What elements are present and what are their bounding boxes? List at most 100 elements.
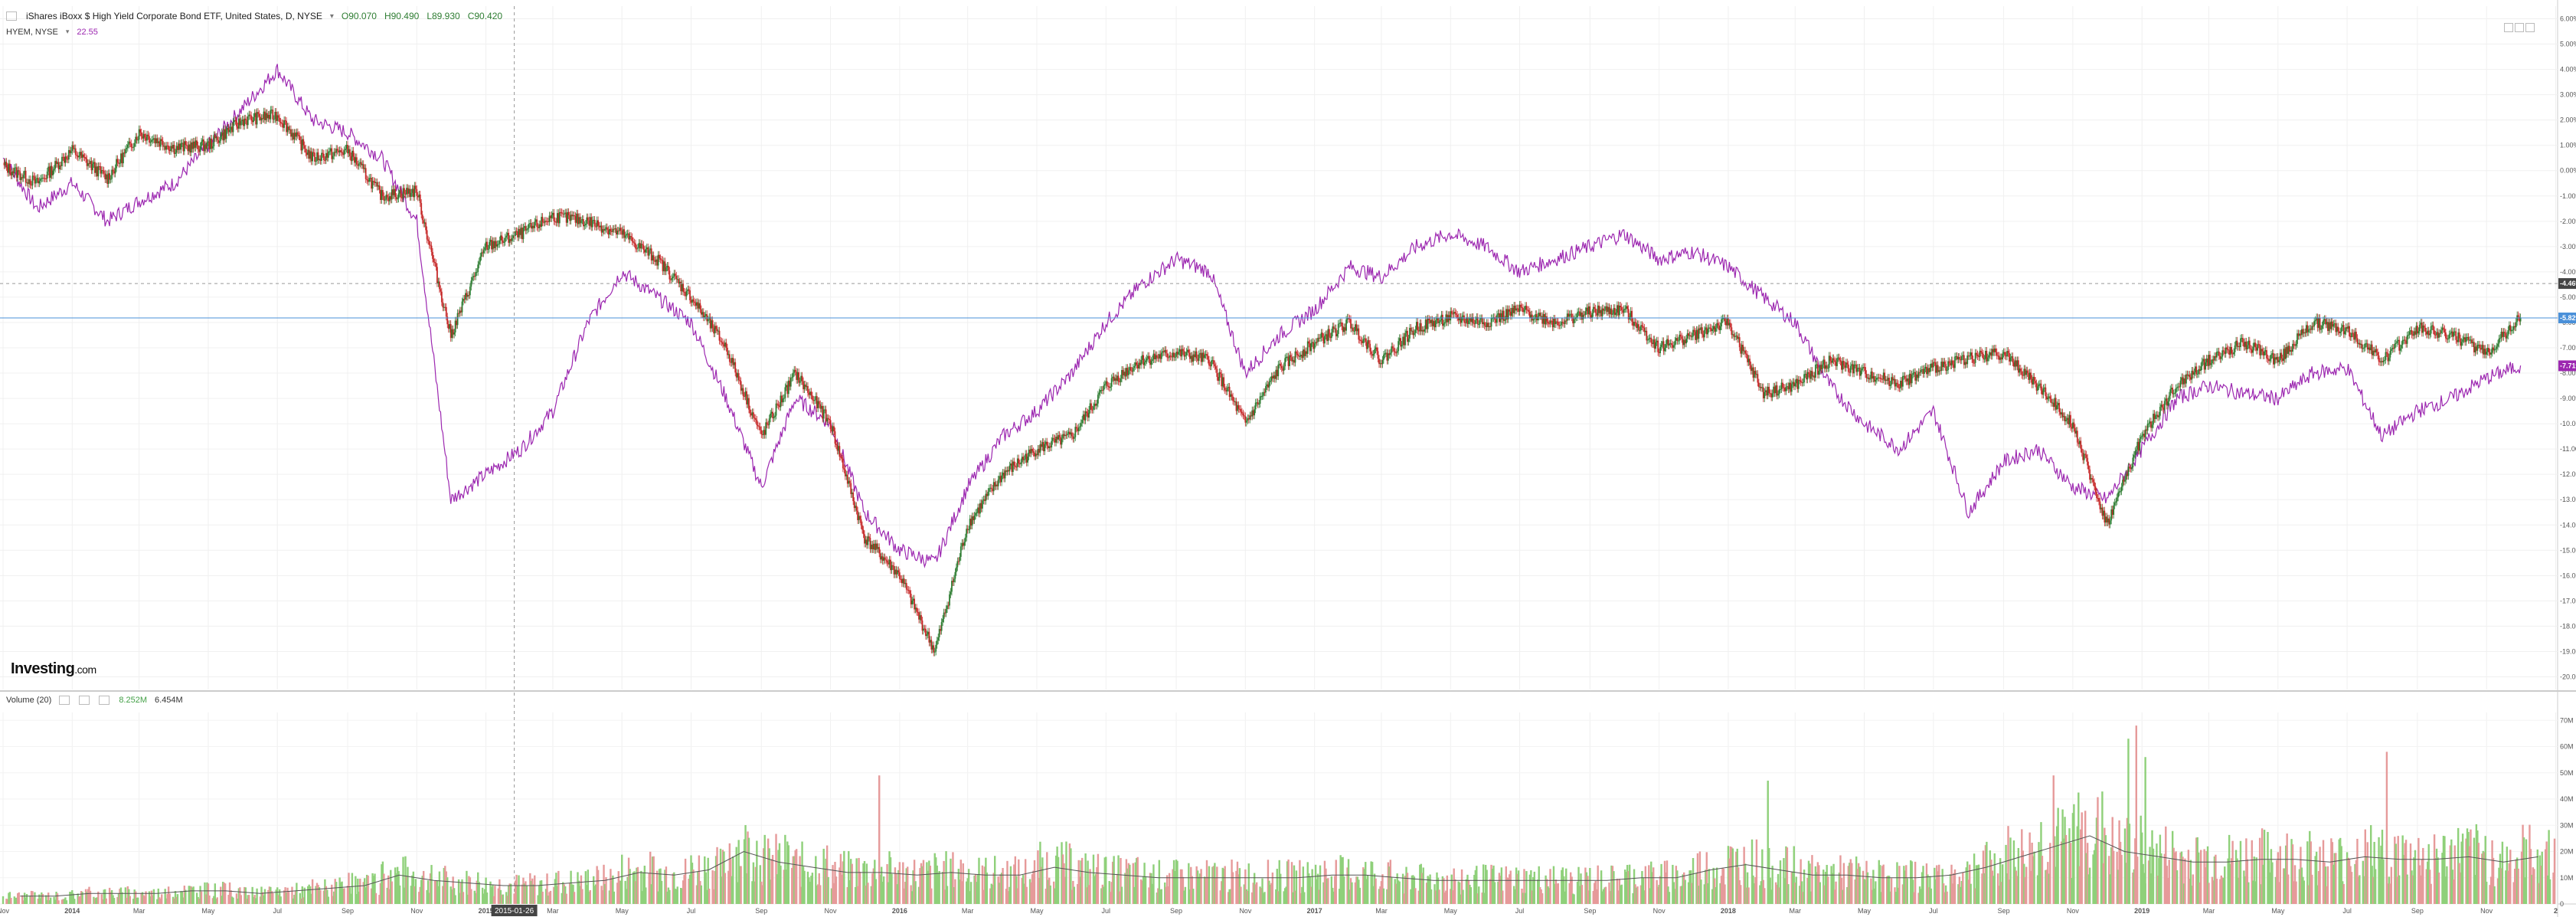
volume-bar xyxy=(418,892,420,904)
candle-body xyxy=(2306,325,2309,332)
candle-body xyxy=(571,215,573,217)
volume-bar xyxy=(398,885,401,904)
candle-body xyxy=(1551,320,1552,322)
candle-body xyxy=(1087,412,1089,418)
candle-body xyxy=(2047,398,2049,400)
candle-body xyxy=(332,156,334,159)
x-tick-label: May xyxy=(1858,907,1872,915)
candle-body xyxy=(230,126,232,130)
candle-body xyxy=(1769,393,1771,395)
candle-body xyxy=(180,143,182,150)
candle-body xyxy=(1662,341,1663,345)
candle-body xyxy=(1572,317,1574,324)
candle-body xyxy=(1093,406,1094,410)
candle-body xyxy=(2146,429,2148,431)
candle-body xyxy=(988,488,990,492)
candle-body xyxy=(1214,364,1216,367)
candle-body xyxy=(522,228,525,240)
candle-body xyxy=(275,111,277,121)
candle-body xyxy=(2328,322,2330,332)
candle-body xyxy=(2251,349,2253,353)
candle-body xyxy=(355,157,358,165)
candle-body xyxy=(1197,358,1199,362)
candle-body xyxy=(262,118,263,120)
candle-body xyxy=(716,329,718,332)
candle-body xyxy=(394,188,397,198)
candle-body xyxy=(473,276,476,277)
candle-body xyxy=(709,316,711,329)
volume-bar xyxy=(79,896,81,904)
candle-body xyxy=(2425,331,2427,335)
candle-body xyxy=(2229,346,2231,355)
candle-body xyxy=(903,578,905,585)
candle-body xyxy=(1315,342,1317,344)
candle-body xyxy=(1760,386,1762,388)
volume-bar xyxy=(216,897,218,904)
candle-body xyxy=(2221,350,2224,357)
candle-body xyxy=(1705,327,1707,330)
volume-bar xyxy=(55,892,57,904)
candle-body xyxy=(1181,349,1183,357)
candle-body xyxy=(503,241,505,243)
candle-body xyxy=(1473,323,1476,325)
candle-body xyxy=(1657,340,1659,352)
candle-body xyxy=(1483,322,1486,326)
candle-body xyxy=(1797,379,1800,389)
candle-body xyxy=(1346,317,1348,320)
candle-body xyxy=(118,162,119,164)
candle-body xyxy=(1660,344,1662,347)
volume-bar xyxy=(164,889,166,904)
volume-bar xyxy=(300,898,302,904)
candle-body xyxy=(766,422,768,425)
candle-body xyxy=(1810,371,1812,379)
candle-body xyxy=(803,381,804,390)
candle-body xyxy=(1702,334,1705,338)
candle-body xyxy=(2264,351,2265,355)
crosshair-badge: -4.46% xyxy=(2560,280,2576,287)
hyem-line xyxy=(2,64,2522,568)
candle-body xyxy=(1488,326,1490,327)
candle-body xyxy=(2430,326,2432,334)
candle-body xyxy=(940,629,942,631)
candle-body xyxy=(2065,420,2067,422)
candle-body xyxy=(1129,367,1132,371)
candle-body xyxy=(944,612,946,614)
volume-bar xyxy=(96,897,99,904)
candle-body xyxy=(1703,329,1705,338)
candle-body xyxy=(501,235,503,241)
candle-body xyxy=(613,228,615,230)
candle-body xyxy=(751,412,754,416)
volume-bar xyxy=(230,890,232,904)
candle-body xyxy=(454,320,456,333)
candle-body xyxy=(2137,441,2140,451)
volume-bar xyxy=(561,892,563,904)
candle-body xyxy=(1920,370,1922,372)
volume-bar xyxy=(124,887,127,904)
y-tick-label: -10.00% xyxy=(2560,420,2576,427)
candle-body xyxy=(2202,359,2205,362)
y-tick-label: 2.00% xyxy=(2560,116,2576,124)
candle-body xyxy=(112,169,114,172)
candle-body xyxy=(2432,325,2434,331)
candle-body xyxy=(1304,351,1306,356)
candle-body xyxy=(2412,334,2414,336)
candle-body xyxy=(945,609,947,614)
candle-body xyxy=(2469,339,2470,341)
candle-body xyxy=(2227,349,2229,351)
candle-body xyxy=(408,188,410,194)
candle-body xyxy=(1507,309,1509,319)
candle-body xyxy=(676,279,678,280)
candle-body xyxy=(989,487,992,489)
candle-body xyxy=(673,273,675,277)
candle-body xyxy=(472,276,475,277)
candle-body xyxy=(1221,373,1223,387)
candle-body xyxy=(2172,388,2174,395)
candle-body xyxy=(553,212,555,221)
candle-body xyxy=(263,111,265,120)
candle-body xyxy=(1847,364,1849,372)
x-tick-label: Nov xyxy=(1239,907,1252,915)
candle-body xyxy=(2146,424,2149,431)
candle-body xyxy=(956,561,959,568)
candle-body xyxy=(162,140,164,147)
